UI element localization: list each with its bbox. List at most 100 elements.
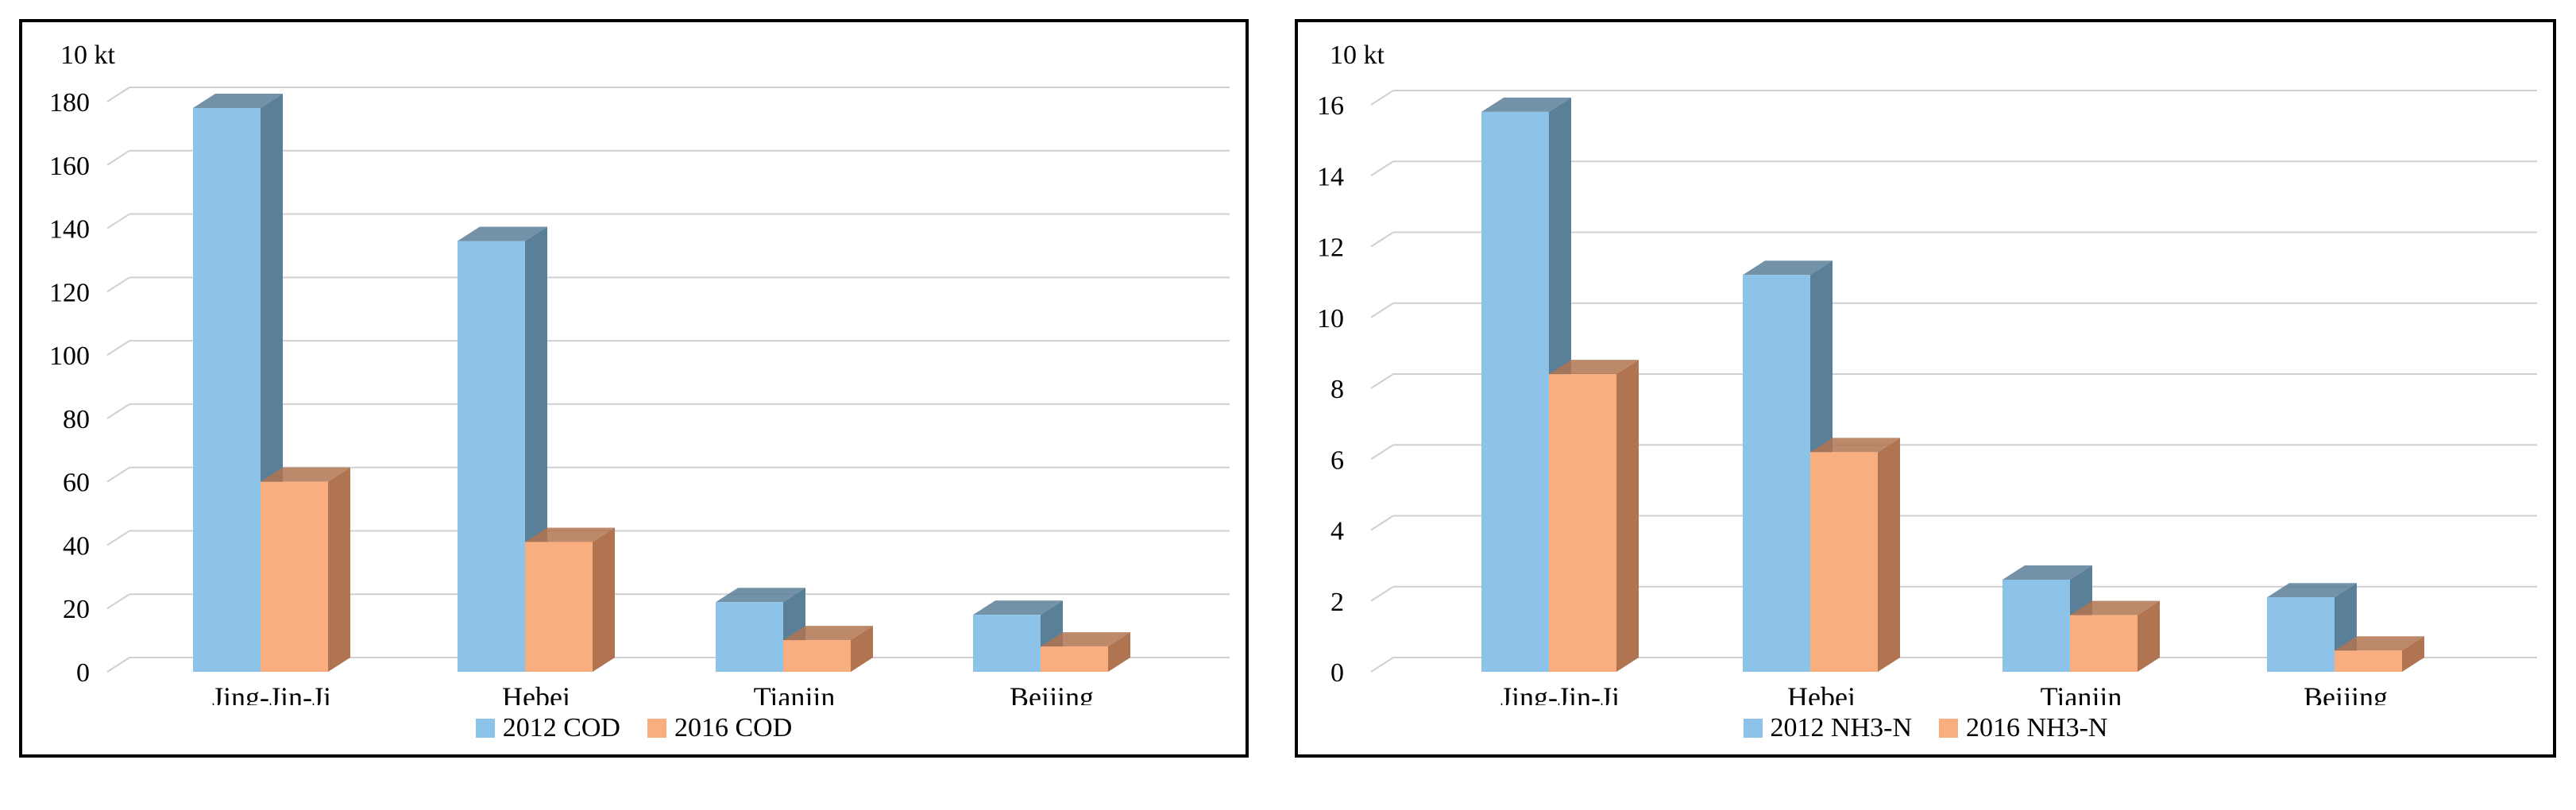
legend-swatch-2016-cod	[647, 719, 666, 738]
bar-top	[973, 600, 1063, 615]
bar-front	[1549, 374, 1616, 672]
bar-side	[1108, 632, 1130, 672]
nh3n-chart-panel: 0 2 4 6 8 10 12 14 16 10 kt Jing-Jin-Ji Hebei Tianji…	[1295, 19, 2556, 758]
y-tick-label: 10	[1317, 304, 1344, 334]
legend-item-2016-nh3n: 2016 NH3-N	[1939, 713, 2107, 743]
gridline-diag	[1370, 90, 1394, 106]
y-tick-label: 80	[63, 405, 90, 434]
gridline-diag	[106, 276, 130, 293]
bar-front	[458, 241, 525, 672]
bar-front	[1810, 452, 1878, 672]
bar-side	[2138, 600, 2160, 672]
cod-legend: 2012 COD 2016 COD	[22, 713, 1246, 743]
gridline-diag	[1370, 373, 1394, 389]
gridline-diag	[106, 213, 130, 230]
bar-top	[716, 588, 805, 603]
legend-label-2016-cod: 2016 COD	[674, 713, 793, 742]
y-tick-label: 180	[49, 88, 90, 118]
bar-side	[851, 626, 873, 672]
bar-front	[261, 481, 328, 672]
category-label: Tianjin	[754, 681, 836, 705]
bar-top	[1743, 260, 1833, 276]
bar-side	[1616, 360, 1639, 672]
gridline-diag	[1370, 515, 1394, 531]
nh3n-legend: 2012 NH3-N 2016 NH3-N	[1298, 713, 2553, 743]
bar-front	[973, 615, 1041, 672]
legend-swatch-2012-nh3n	[1743, 719, 1763, 738]
legend-item-2012-nh3n: 2012 NH3-N	[1743, 713, 1912, 743]
bar-front	[1743, 275, 1810, 672]
legend-swatch-2012-cod	[475, 719, 495, 738]
bar-beijing-1	[2335, 636, 2424, 672]
bar-front	[193, 107, 261, 672]
gridline-diag	[106, 149, 130, 166]
y-tick-label: 60	[63, 469, 90, 498]
bar-top	[525, 527, 615, 542]
gridline-diag	[1370, 231, 1394, 248]
bar-tianjin-1	[2070, 600, 2160, 672]
y-tick-label: 100	[49, 341, 90, 371]
bar-jing-jin-ji-1	[261, 467, 350, 672]
bar-front	[2267, 597, 2335, 672]
legend-item-2016-cod: 2016 COD	[647, 713, 792, 743]
bar-front	[525, 542, 593, 672]
cod-chart: 0 20 40 60 80 100 120 140 160 180 10 kt Jing-Jin-Ji…	[49, 40, 1230, 705]
y-unit-label: 10 kt	[1330, 40, 1385, 70]
bar-side	[328, 467, 350, 672]
bar-jing-jin-ji-1	[1549, 360, 1639, 672]
bar-front	[2070, 615, 2138, 672]
category-label: Hebei	[1787, 681, 1856, 705]
legend-label-2016-nh3n: 2016 NH3-N	[1966, 713, 2108, 742]
gridline-diag	[106, 87, 130, 102]
gridline-diag	[106, 403, 130, 419]
y-tick-label: 2	[1330, 588, 1344, 617]
cod-chart-panel: 0 20 40 60 80 100 120 140 160 180 10 kt Jing-Jin-Ji…	[19, 19, 1249, 758]
gridline-diag	[106, 340, 130, 356]
bar-hebei-1	[525, 527, 615, 672]
category-label: Jing-Jin-Ji	[212, 681, 331, 705]
bar-front	[1041, 646, 1108, 672]
bar-top	[2267, 583, 2357, 598]
bar-top	[1481, 97, 1571, 112]
category-label: Beijing	[2304, 681, 2388, 705]
bar-front	[2335, 650, 2402, 672]
legend-label-2012-nh3n: 2012 NH3-N	[1770, 713, 1912, 742]
bar-front	[783, 640, 851, 672]
y-tick-label: 6	[1330, 446, 1344, 475]
gridline-diag	[1370, 302, 1394, 318]
gridline-diag	[1370, 160, 1394, 177]
category-label: Tianjin	[2041, 681, 2122, 705]
bar-front	[716, 602, 783, 672]
category-label: Hebei	[502, 681, 570, 705]
bar-top	[1810, 438, 1900, 453]
bar-top	[1549, 360, 1639, 375]
legend-label-2012-cod: 2012 COD	[502, 713, 620, 742]
y-unit-label: 10 kt	[60, 40, 116, 70]
y-tick-label: 40	[63, 531, 90, 561]
bar-side	[1878, 438, 1900, 672]
y-tick-label: 14	[1317, 162, 1344, 191]
y-tick-label: 140	[49, 215, 90, 245]
bar-top	[783, 626, 873, 641]
bar-side	[593, 527, 615, 672]
y-tick-label: 20	[63, 595, 90, 624]
bar-beijing-1	[1041, 632, 1130, 672]
y-tick-label: 120	[49, 278, 90, 307]
bar-top	[2335, 636, 2424, 651]
y-tick-label: 0	[76, 658, 90, 688]
gridline-diag	[1370, 657, 1394, 673]
bar-top	[193, 93, 283, 108]
bar-hebei-0	[458, 226, 547, 672]
bar-front	[2002, 579, 2070, 672]
category-label: Beijing	[1010, 681, 1094, 705]
bar-side	[2402, 636, 2424, 672]
y-tick-label: 16	[1317, 91, 1344, 121]
bar-hebei-1	[1810, 438, 1900, 672]
y-tick-label: 4	[1330, 517, 1344, 546]
bar-top	[2070, 600, 2160, 615]
bar-top	[1041, 632, 1130, 647]
bar-top	[458, 226, 547, 241]
y-tick-label: 0	[1330, 658, 1344, 688]
gridline-diag	[106, 530, 130, 546]
gridline-diag	[1370, 585, 1394, 602]
